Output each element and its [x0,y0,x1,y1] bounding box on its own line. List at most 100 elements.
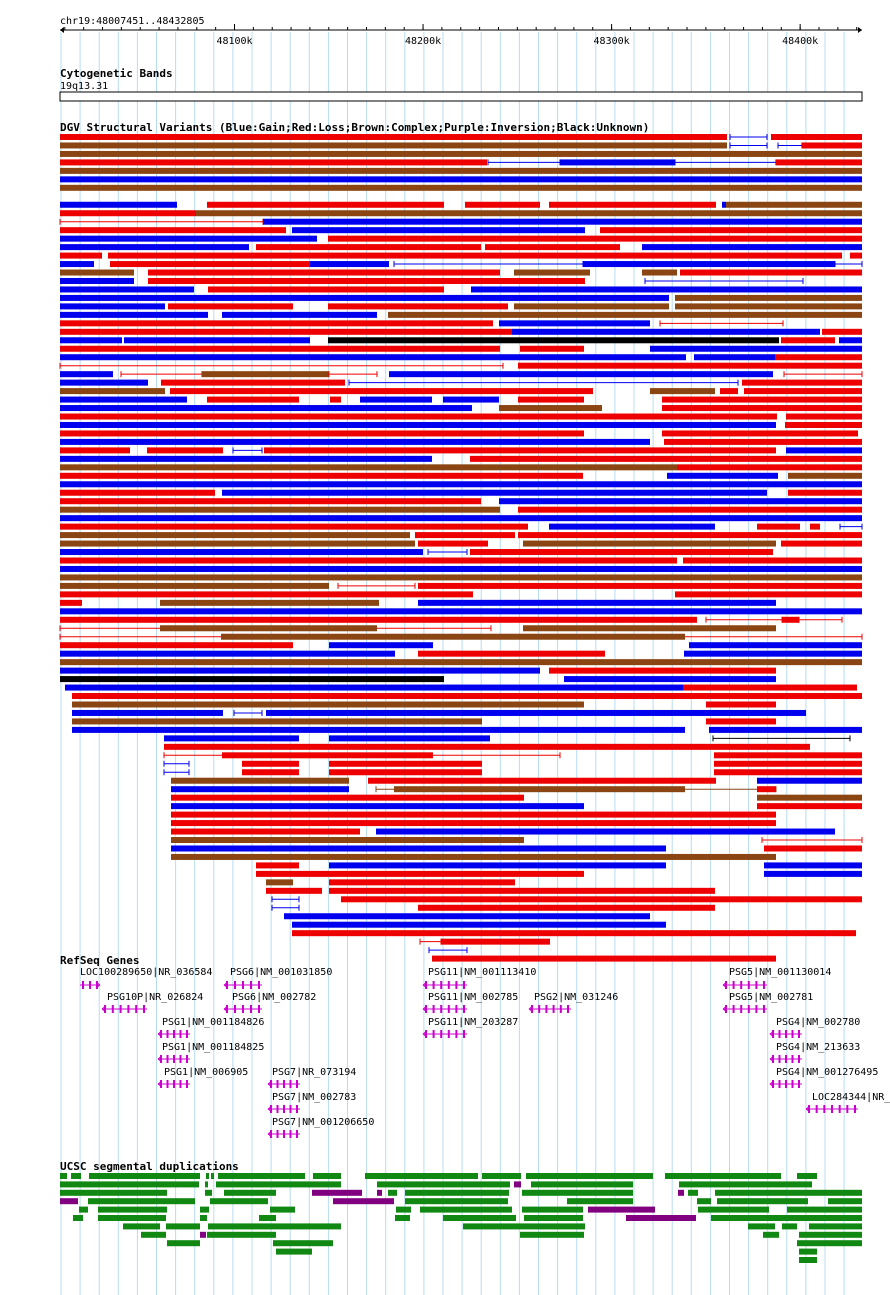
dgv-variant-bar[interactable] [147,447,223,454]
dgv-variant-bar[interactable] [764,845,862,852]
dgv-variant-bar[interactable] [667,472,778,479]
segdup-block[interactable] [60,1173,67,1179]
dgv-variant-bar[interactable] [683,557,862,564]
segdup-track[interactable]: UCSC segmental duplications [60,1160,862,1263]
dgv-variant-bar[interactable] [72,693,862,700]
dgv-variant-bar[interactable] [171,828,360,835]
gene-psg4-c[interactable]: PSG4|NM_001276495 [769,1067,878,1088]
dgv-variant-bar[interactable] [650,388,715,395]
dgv-variant-bar[interactable] [60,650,395,657]
segdup-block[interactable] [79,1206,88,1213]
dgv-variant-bar[interactable] [328,337,779,344]
dgv-variant-bar[interactable] [781,540,862,547]
dgv-variant-bar[interactable] [60,557,677,564]
gene-psg1-c[interactable]: PSG1|NM_006905 [157,1067,248,1088]
dgv-variant-bar[interactable] [680,269,862,276]
gene-model[interactable] [769,1055,802,1063]
dgv-variant-bar[interactable] [471,286,862,293]
dgv-variant-bar[interactable] [148,269,500,276]
dgv-variant-bar[interactable] [689,642,862,649]
dgv-variant-bar[interactable] [376,828,835,835]
dgv-variant-bar[interactable] [782,616,799,623]
segdup-block[interactable] [678,1189,684,1196]
dgv-variant-bar[interactable] [72,718,482,725]
gene-model[interactable] [722,1005,767,1013]
dgv-variant-link[interactable] [659,320,784,327]
dgv-variant-bar[interactable] [207,396,299,403]
dgv-variant-bar[interactable] [266,709,806,716]
dgv-variant-bar[interactable] [60,489,215,496]
dgv-variant-bar[interactable] [60,481,862,488]
dgv-variant-bar[interactable] [341,896,862,903]
dgv-variant-bar[interactable] [683,684,857,691]
dgv-variant-bar[interactable] [549,523,715,530]
dgv-variant-bar[interactable] [171,845,666,852]
segdup-block[interactable] [224,1189,276,1196]
dgv-variant-bar[interactable] [60,277,134,284]
dgv-variant-bar[interactable] [60,235,317,242]
segdup-block[interactable] [200,1215,207,1221]
dgv-variant-bar[interactable] [802,142,862,149]
segdup-block[interactable] [405,1198,508,1205]
dgv-variant-bar[interactable] [60,616,697,623]
dgv-variant-bar[interactable] [583,261,835,268]
dgv-variant-bar[interactable] [222,489,767,496]
gene-loc100289650[interactable]: LOC100289650|NR_036584 [80,967,212,989]
dgv-variant-bar[interactable] [292,921,666,928]
dgv-variant-bar[interactable] [499,405,602,412]
dgv-variant-bar[interactable] [418,904,715,911]
segdup-block[interactable] [270,1206,295,1213]
dgv-variant-bar[interactable] [662,396,862,403]
dgv-variant-bar[interactable] [60,523,528,530]
dgv-variant-bar[interactable] [60,676,444,683]
dgv-variant-bar[interactable] [518,532,862,539]
dgv-variant-link[interactable] [328,371,378,378]
segdup-block[interactable] [60,1198,78,1205]
segdup-block[interactable] [365,1173,478,1179]
gene-psg6-b[interactable]: PSG6|NM_002782 [223,992,316,1013]
segdup-block[interactable] [443,1215,516,1221]
gene-model[interactable] [769,1080,802,1088]
dgv-variant-bar[interactable] [368,777,716,784]
segdup-block[interactable] [200,1231,206,1238]
dgv-variant-link[interactable] [729,142,768,149]
segdup-block[interactable] [396,1206,411,1213]
dgv-variant-bar[interactable] [171,811,776,818]
segdup-block[interactable] [782,1223,797,1230]
dgv-variant-bar[interactable] [160,599,379,606]
dgv-variant-bar[interactable] [786,413,862,420]
dgv-variant-link[interactable] [393,261,584,268]
dgv-variant-bar[interactable] [168,303,293,310]
dgv-variant-link[interactable] [834,261,863,268]
segdup-block[interactable] [88,1198,195,1205]
dgv-variant-link[interactable] [705,616,783,623]
segdup-block[interactable] [567,1198,633,1205]
segdup-block[interactable] [60,1181,199,1188]
dgv-variant-bar[interactable] [662,430,858,437]
segdup-block[interactable] [679,1181,812,1188]
gene-psg10p[interactable]: PSG10P|NR_026824 [101,992,203,1013]
dgv-variant-bar[interactable] [714,760,862,767]
gene-model[interactable] [223,981,262,989]
dgv-variant-bar[interactable] [60,540,415,547]
dgv-variant-bar[interactable] [60,379,148,386]
dgv-variant-bar[interactable] [443,396,499,403]
dgv-variant-bar[interactable] [60,438,650,445]
dgv-variant-link[interactable] [783,371,863,378]
dgv-variant-bar[interactable] [256,862,299,869]
segdup-block[interactable] [522,1189,633,1196]
dgv-variant-bar[interactable] [60,269,134,276]
segdup-block[interactable] [711,1215,862,1221]
dgv-variant-bar[interactable] [664,438,862,445]
dgv-variant-bar[interactable] [499,320,650,327]
segdup-block[interactable] [797,1173,817,1179]
segdup-block[interactable] [799,1257,817,1263]
dgv-variant-bar[interactable] [329,642,433,649]
segdup-block[interactable] [688,1189,698,1196]
segdup-block[interactable] [210,1198,268,1205]
dgv-variant-link[interactable] [232,447,263,454]
dgv-variant-link[interactable] [487,159,561,166]
dgv-variant-bar[interactable] [263,218,862,225]
segdup-block[interactable] [388,1189,397,1196]
dgv-variant-bar[interactable] [72,701,584,708]
